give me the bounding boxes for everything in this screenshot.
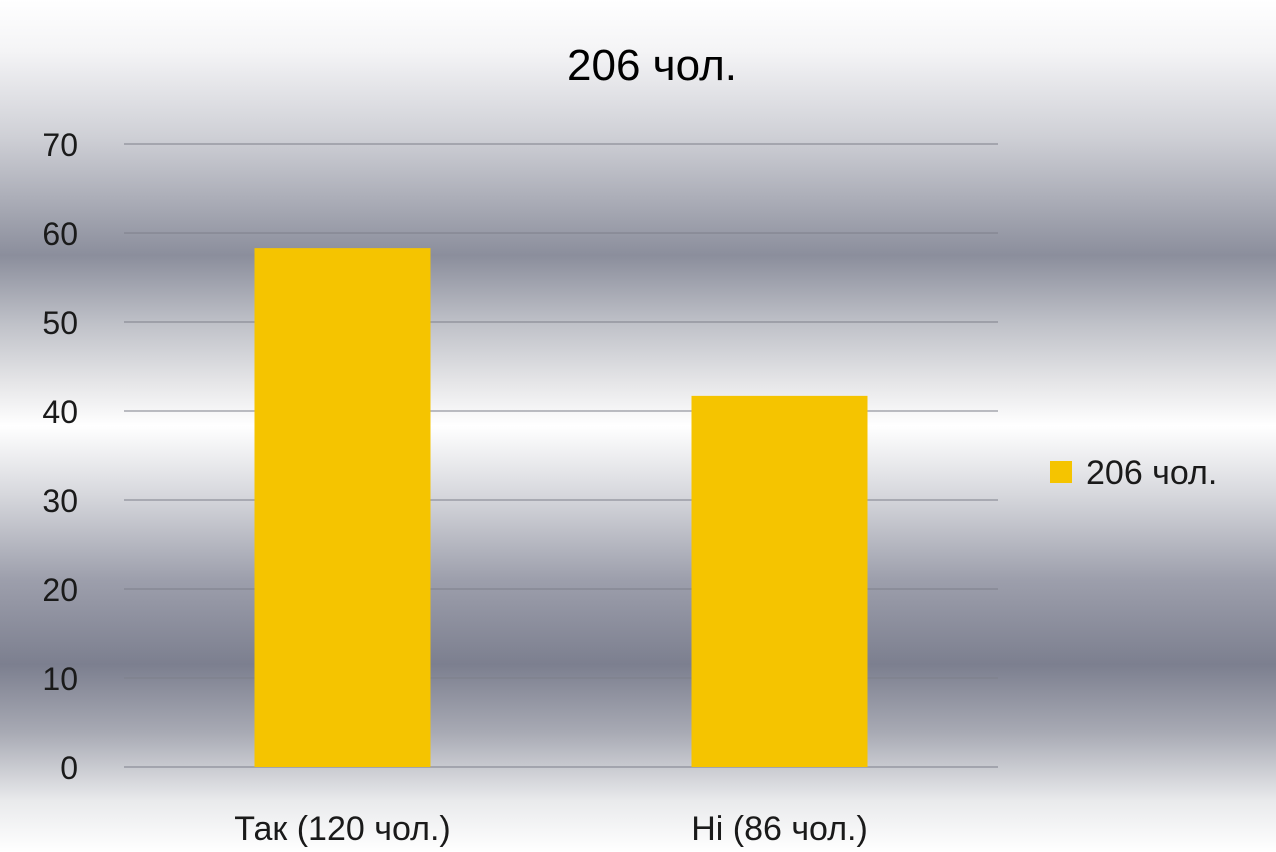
y-tick-label: 10 xyxy=(42,661,78,697)
y-tick-label: 50 xyxy=(42,305,78,341)
bar xyxy=(254,248,431,767)
y-tick-label: 60 xyxy=(42,216,78,252)
y-tick-label: 30 xyxy=(42,483,78,519)
x-category-label: Так (120 чол.) xyxy=(234,810,450,848)
chart-title: 206 чол. xyxy=(567,41,737,90)
x-axis-categories: Так (120 чол.) Ні (86 чол.) xyxy=(234,810,868,848)
y-tick-label: 70 xyxy=(42,127,78,163)
legend: 206 чол. xyxy=(1050,454,1217,492)
legend-label: 206 чол. xyxy=(1086,454,1217,492)
bar xyxy=(691,395,868,767)
bars xyxy=(254,248,868,767)
x-category-label: Ні (86 чол.) xyxy=(691,810,868,848)
y-tick-label: 0 xyxy=(60,750,78,786)
y-axis-ticks: 0 10 20 30 40 50 60 70 xyxy=(42,127,78,786)
legend-swatch xyxy=(1050,461,1072,483)
y-tick-label: 40 xyxy=(42,394,78,430)
y-tick-label: 20 xyxy=(42,572,78,608)
